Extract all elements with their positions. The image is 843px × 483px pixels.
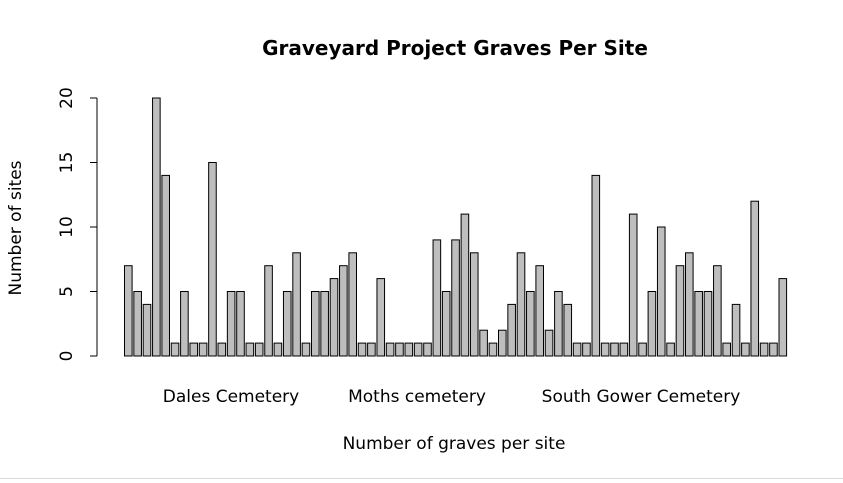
bar — [600, 342, 610, 357]
bar — [404, 342, 414, 357]
bar — [572, 342, 582, 357]
bar — [301, 342, 311, 357]
bar — [526, 291, 535, 357]
x-axis-label: Number of graves per site — [343, 434, 566, 454]
y-axis-ticks: 0 5 10 15 20 — [57, 87, 97, 361]
y-tick-label: 10 — [57, 216, 77, 238]
bar — [357, 342, 367, 357]
bar — [694, 291, 703, 357]
bar — [170, 342, 180, 357]
bar — [460, 213, 470, 357]
bar — [619, 342, 629, 357]
bar — [656, 226, 666, 357]
bar — [395, 342, 404, 357]
bar — [666, 342, 675, 357]
bar — [713, 265, 722, 357]
bar — [282, 291, 292, 357]
bar — [544, 329, 554, 357]
bar — [254, 342, 264, 357]
bar — [264, 265, 273, 357]
bar — [722, 342, 732, 357]
bar — [750, 200, 760, 357]
y-tick-label: 15 — [57, 152, 77, 174]
bar — [180, 291, 189, 357]
bar — [498, 329, 507, 357]
category-label-south-gower: South Gower Cemetery — [542, 387, 741, 407]
category-label-moths: Moths cemetery — [348, 387, 486, 407]
bar — [208, 162, 217, 357]
bar — [273, 342, 283, 357]
bar — [152, 97, 161, 357]
bar — [479, 329, 488, 357]
bar — [554, 291, 563, 357]
bar — [329, 278, 339, 357]
bar — [292, 252, 301, 357]
bar — [226, 291, 236, 357]
bar — [610, 342, 619, 357]
bar — [741, 342, 750, 357]
bar — [647, 291, 657, 357]
bar — [507, 303, 516, 357]
bar — [769, 342, 778, 357]
y-tick-label: 5 — [57, 286, 77, 297]
bar — [685, 252, 694, 357]
bar — [189, 342, 199, 357]
bar — [124, 265, 133, 357]
bar — [423, 342, 432, 357]
bar — [582, 342, 591, 357]
bar — [133, 291, 142, 357]
bar — [675, 265, 685, 357]
bar — [217, 342, 227, 357]
bar — [142, 303, 152, 357]
bar — [339, 265, 348, 357]
bar — [638, 342, 647, 357]
y-tick-label: 20 — [57, 87, 77, 109]
y-axis: 0 5 10 15 20 — [57, 87, 98, 361]
bar — [563, 303, 573, 357]
bar — [441, 291, 451, 357]
bottom-divider — [0, 478, 843, 479]
chart-title: Graveyard Project Graves Per Site — [262, 36, 648, 60]
bar — [320, 291, 329, 357]
bar — [469, 252, 479, 357]
bar — [731, 303, 741, 357]
bar — [161, 174, 170, 357]
bar — [488, 342, 498, 357]
bar — [451, 239, 460, 357]
bar — [535, 265, 545, 357]
bar — [245, 342, 255, 357]
bar — [348, 252, 357, 357]
bar — [198, 342, 208, 357]
category-label-dales: Dales Cemetery — [163, 387, 299, 407]
y-tick-label: 0 — [57, 351, 77, 362]
bar — [413, 342, 423, 357]
bar — [367, 342, 376, 357]
bar — [628, 213, 638, 357]
y-axis-label: Number of sites — [6, 160, 26, 295]
bar — [591, 174, 601, 357]
bar — [236, 291, 245, 357]
bar — [385, 342, 395, 357]
category-labels: Dales Cemetery Moths cemetery South Gowe… — [163, 387, 741, 407]
bar — [376, 278, 386, 357]
bar — [703, 291, 713, 357]
bars — [124, 97, 788, 357]
bar — [432, 239, 442, 357]
bar — [759, 342, 769, 357]
bar — [516, 252, 526, 357]
bar — [778, 278, 788, 357]
bar — [311, 291, 320, 357]
